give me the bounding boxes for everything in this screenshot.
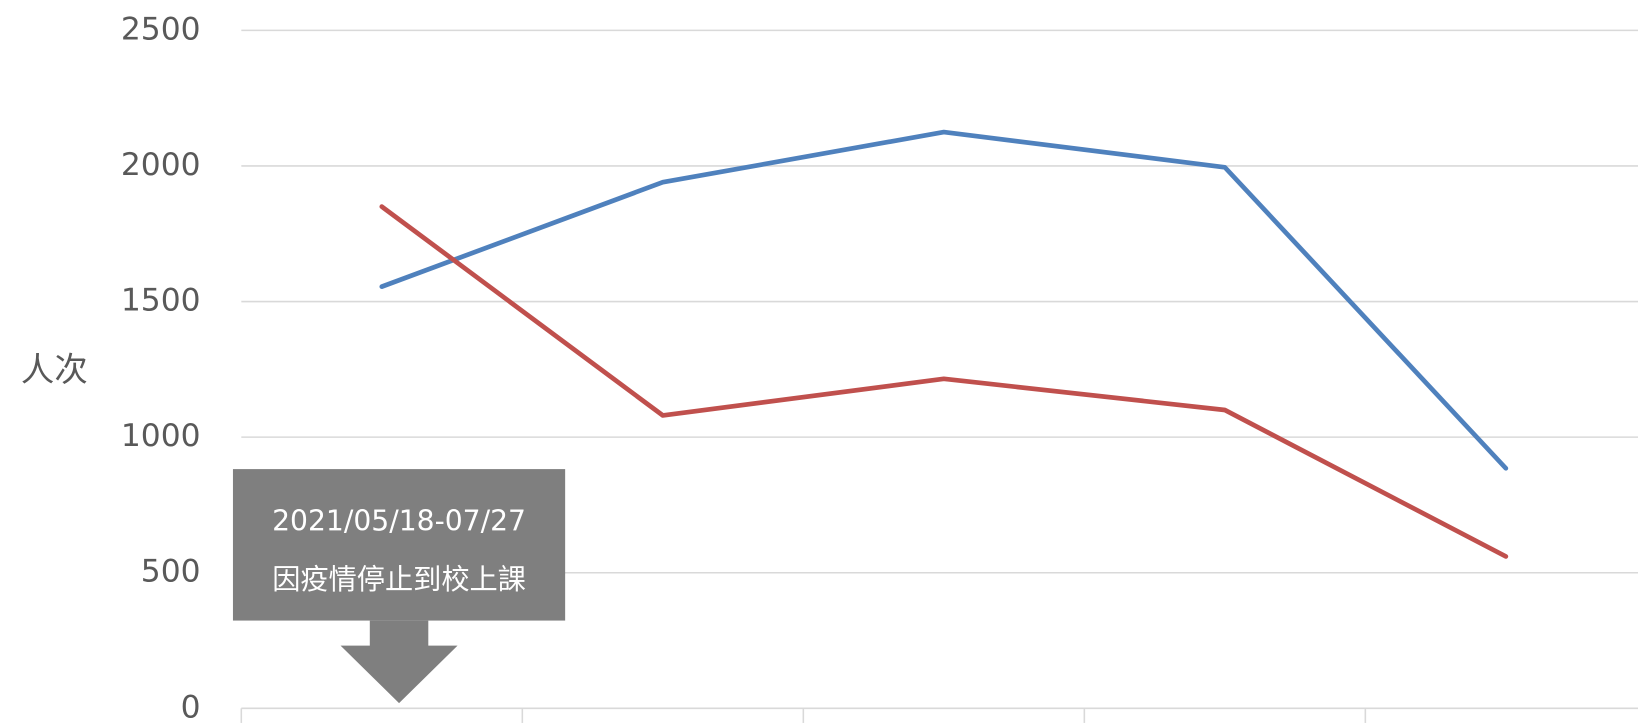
line-series bbox=[379, 204, 1509, 559]
line-series bbox=[379, 129, 1509, 471]
annotation-box bbox=[232, 469, 566, 621]
annotation-arrow bbox=[340, 620, 458, 704]
y-tick-label: 1000 bbox=[121, 418, 201, 454]
annotation: 2021/05/18-07/27 因疫情停止到校上課 bbox=[232, 469, 566, 704]
y-tick-label: 500 bbox=[141, 554, 201, 590]
y-tick-label: 2500 bbox=[121, 11, 201, 47]
y-tick-label: 2000 bbox=[121, 147, 201, 183]
annotation-line: 2021/05/18-07/27 bbox=[272, 504, 526, 537]
annotation-line: 因疫情停止到校上課 bbox=[272, 563, 526, 596]
y-axis-label: 人次 bbox=[21, 350, 88, 389]
y-tick-label: 0 bbox=[181, 689, 201, 723]
y-tick-label: 1500 bbox=[121, 283, 201, 319]
